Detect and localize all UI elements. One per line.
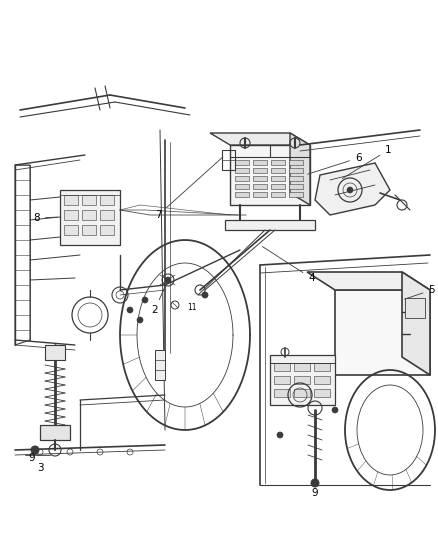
Polygon shape xyxy=(274,376,290,384)
Polygon shape xyxy=(274,363,290,371)
Circle shape xyxy=(137,317,143,323)
Polygon shape xyxy=(294,376,310,384)
Text: 8: 8 xyxy=(33,213,57,223)
Polygon shape xyxy=(253,184,267,189)
Polygon shape xyxy=(274,389,290,397)
Polygon shape xyxy=(294,363,310,371)
Polygon shape xyxy=(82,210,96,220)
Circle shape xyxy=(127,307,133,313)
Text: 7: 7 xyxy=(155,157,223,220)
Circle shape xyxy=(142,297,148,303)
Circle shape xyxy=(347,187,353,193)
Text: 9: 9 xyxy=(28,453,35,463)
Polygon shape xyxy=(294,389,310,397)
Polygon shape xyxy=(314,376,330,384)
Polygon shape xyxy=(100,225,114,235)
Polygon shape xyxy=(45,345,65,360)
Polygon shape xyxy=(315,163,390,215)
Polygon shape xyxy=(314,389,330,397)
Circle shape xyxy=(277,432,283,438)
Text: 9: 9 xyxy=(312,488,318,498)
Polygon shape xyxy=(271,160,285,165)
Polygon shape xyxy=(289,160,303,165)
Polygon shape xyxy=(235,160,249,165)
Polygon shape xyxy=(271,184,285,189)
Text: 6: 6 xyxy=(307,153,362,174)
Polygon shape xyxy=(253,168,267,173)
Polygon shape xyxy=(335,290,430,375)
Polygon shape xyxy=(314,363,330,371)
Polygon shape xyxy=(271,168,285,173)
Text: 3: 3 xyxy=(37,463,43,473)
Polygon shape xyxy=(100,195,114,205)
Polygon shape xyxy=(235,176,249,181)
Polygon shape xyxy=(225,220,315,230)
Polygon shape xyxy=(235,192,249,197)
Polygon shape xyxy=(82,225,96,235)
Polygon shape xyxy=(253,176,267,181)
Circle shape xyxy=(165,277,171,283)
Polygon shape xyxy=(253,192,267,197)
Polygon shape xyxy=(290,133,310,205)
Circle shape xyxy=(332,407,338,413)
Text: 2: 2 xyxy=(152,282,167,315)
Polygon shape xyxy=(253,160,267,165)
Polygon shape xyxy=(64,210,78,220)
Polygon shape xyxy=(230,145,310,205)
Polygon shape xyxy=(405,298,425,318)
Text: 11: 11 xyxy=(187,303,197,311)
Polygon shape xyxy=(271,176,285,181)
Polygon shape xyxy=(270,355,335,405)
Circle shape xyxy=(202,292,208,298)
Polygon shape xyxy=(289,176,303,181)
Polygon shape xyxy=(100,210,114,220)
Polygon shape xyxy=(271,192,285,197)
Circle shape xyxy=(311,479,319,487)
Polygon shape xyxy=(60,190,120,245)
Text: 1: 1 xyxy=(343,145,392,179)
Polygon shape xyxy=(235,168,249,173)
Polygon shape xyxy=(235,184,249,189)
Text: 4: 4 xyxy=(262,246,314,283)
Polygon shape xyxy=(289,168,303,173)
Polygon shape xyxy=(289,184,303,189)
Polygon shape xyxy=(210,133,310,145)
Text: 5: 5 xyxy=(405,285,435,299)
Polygon shape xyxy=(40,425,70,440)
Polygon shape xyxy=(82,195,96,205)
Circle shape xyxy=(31,446,39,454)
Polygon shape xyxy=(289,192,303,197)
Polygon shape xyxy=(402,272,430,375)
Polygon shape xyxy=(64,195,78,205)
Polygon shape xyxy=(307,272,430,290)
Polygon shape xyxy=(155,350,165,380)
Polygon shape xyxy=(64,225,78,235)
